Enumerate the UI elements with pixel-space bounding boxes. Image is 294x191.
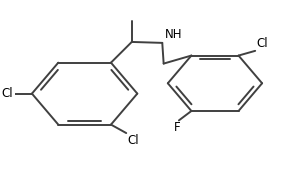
Text: F: F — [174, 121, 181, 134]
Text: NH: NH — [164, 28, 182, 41]
Text: Cl: Cl — [1, 87, 13, 100]
Text: Cl: Cl — [128, 134, 139, 147]
Text: Cl: Cl — [257, 37, 268, 50]
